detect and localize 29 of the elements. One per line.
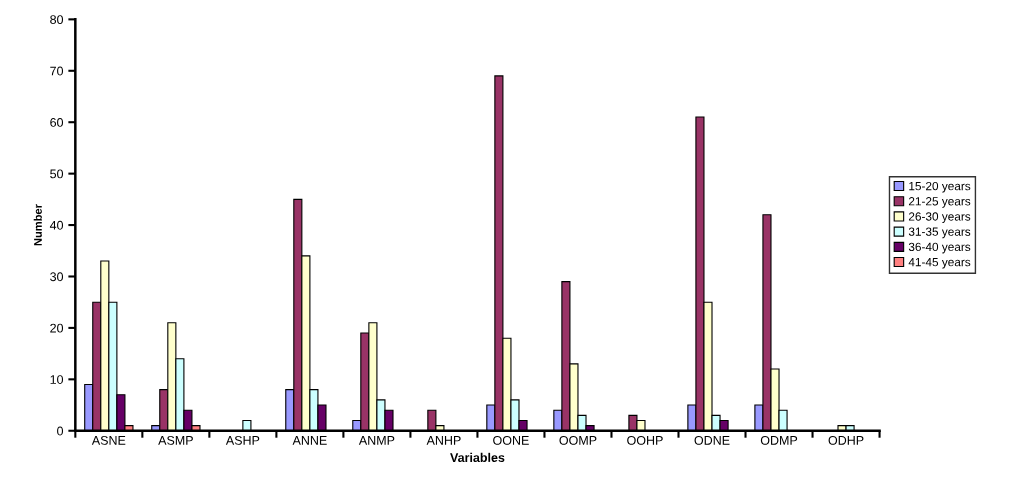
x-tick-label: OONE [493, 435, 529, 445]
x-tick-label: OOHP [627, 435, 663, 445]
x-tick-label: ODHP [828, 435, 864, 445]
x-tick-label: ASMP [158, 435, 193, 445]
y-tick-label: 30 [50, 272, 64, 282]
y-tick-label: 20 [50, 323, 64, 333]
y-tick-label: 40 [49, 220, 64, 230]
y-axis-title: Number [33, 204, 42, 246]
x-tick-label: ANHP [426, 436, 461, 445]
x-tick-label: ANMP [358, 436, 395, 445]
y-tick-label: 50 [50, 169, 64, 179]
legend-label: 36-40 years [908, 242, 971, 254]
x-tick-label: ODNE [694, 435, 730, 445]
x-axis-title: Variables [450, 452, 505, 463]
legend-label: 15-20 years [909, 181, 971, 193]
x-tick-label: ANNE [292, 436, 327, 445]
x-tick-label: OOMP [559, 435, 597, 445]
y-tick-label: 10 [50, 375, 64, 384]
y-tick-label: 70 [50, 66, 64, 76]
legend-label: 26-30 years [908, 212, 971, 223]
legend-label: 31-35 years [908, 227, 971, 239]
x-tick-label: ODMP [760, 435, 798, 445]
y-tick-label: 60 [50, 118, 64, 127]
y-tick-label: 80 [50, 15, 64, 25]
y-tick-label: 0 [57, 426, 64, 436]
legend-label: 21-25 years [908, 197, 971, 208]
x-tick-label: ASHP [225, 435, 260, 445]
x-tick-label: ASNE [91, 435, 126, 445]
legend-label: 41-45 years [908, 258, 971, 269]
